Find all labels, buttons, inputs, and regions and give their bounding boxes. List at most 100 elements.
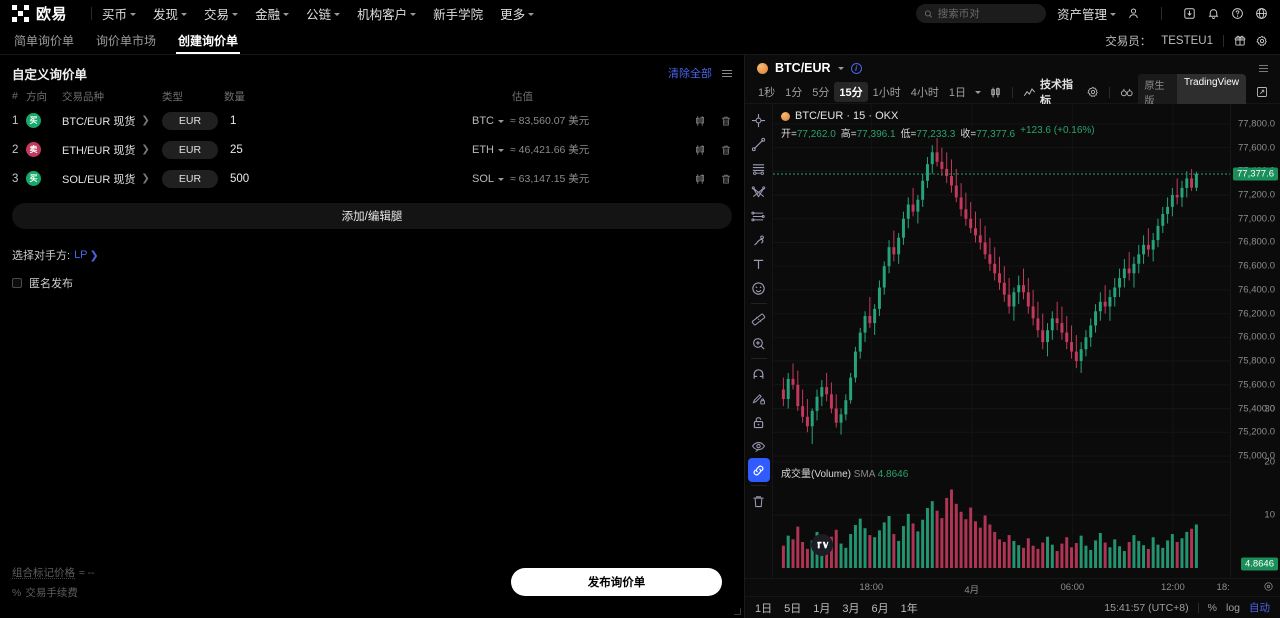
anonymous-checkbox[interactable] <box>12 278 22 288</box>
anonymous-publish-row[interactable]: 匿名发布 <box>0 263 744 291</box>
settings-icon[interactable] <box>1256 35 1268 47</box>
nav-item-finance[interactable]: 金融 <box>255 4 290 23</box>
candle-type-icon[interactable] <box>989 86 1002 99</box>
candlestick-icon[interactable] <box>694 144 706 156</box>
search-input[interactable] <box>937 7 1038 20</box>
gear-icon[interactable] <box>1086 86 1099 98</box>
timeframe-5m[interactable]: 5分 <box>812 87 830 99</box>
log-toggle[interactable]: log <box>1225 601 1240 614</box>
unit-select[interactable]: SOL <box>472 173 510 185</box>
publish-rfq-button[interactable]: 发布询价单 <box>511 568 722 596</box>
symbol-cell[interactable]: ETH/EUR 现货 ❯ <box>62 142 162 158</box>
tradingview-logo-icon[interactable] <box>811 534 833 556</box>
timeframe-1d[interactable]: 1日 <box>948 87 966 99</box>
emoji-icon[interactable] <box>748 276 770 300</box>
direction-cell[interactable]: 买 <box>26 113 62 128</box>
indicator-icon[interactable] <box>1023 86 1036 99</box>
quantity-cell[interactable]: SOL <box>218 172 510 185</box>
nav-item-academy[interactable]: 新手学院 <box>433 4 483 23</box>
time-axis[interactable]: 18:00 4月 06:00 12:00 18: <box>745 578 1280 596</box>
assets-management-menu[interactable]: 资产管理 <box>1057 4 1116 23</box>
crosshair-icon[interactable] <box>748 108 770 132</box>
delete-icon[interactable] <box>720 115 732 127</box>
nav-item-more[interactable]: 更多 <box>500 4 535 23</box>
nav-item-chain[interactable]: 公链 <box>306 4 341 23</box>
range-6m[interactable]: 6月 <box>871 602 889 615</box>
info-icon[interactable]: i <box>850 62 862 74</box>
candlestick-icon[interactable] <box>694 173 706 185</box>
range-3m[interactable]: 3月 <box>842 602 860 615</box>
bell-icon[interactable] <box>1207 7 1220 20</box>
help-icon[interactable] <box>1231 7 1244 20</box>
brand-logo[interactable]: 欧易 <box>12 3 67 24</box>
trash-icon[interactable] <box>748 489 770 513</box>
user-icon[interactable] <box>1127 7 1140 20</box>
text-icon[interactable] <box>748 252 770 276</box>
table-row[interactable]: 1 买 BTC/EUR 现货 ❯ EUR BTC ≈ 83,560.07 美元 <box>0 106 744 135</box>
nav-item-trade[interactable]: 交易 <box>204 4 239 23</box>
fullscreen-icon[interactable] <box>1256 86 1268 98</box>
indicator-label[interactable]: 技术指标 <box>1039 79 1073 107</box>
delete-icon[interactable] <box>720 144 732 156</box>
nav-item-buy-crypto[interactable]: 买币 <box>102 4 137 23</box>
link-icon[interactable] <box>747 458 770 482</box>
chevron-down-icon[interactable] <box>975 91 981 94</box>
nav-item-institutional[interactable]: 机构客户 <box>357 4 417 23</box>
range-1d[interactable]: 1日 <box>755 602 773 615</box>
type-select[interactable]: EUR <box>162 140 218 159</box>
view-mode-native[interactable]: 原生版 <box>1144 81 1165 107</box>
unit-select[interactable]: ETH <box>472 144 510 156</box>
range-1y[interactable]: 1年 <box>900 602 918 615</box>
horizontal-lines-icon[interactable] <box>748 156 770 180</box>
quantity-input[interactable] <box>230 143 430 156</box>
fib-icon[interactable] <box>748 180 770 204</box>
range-1m[interactable]: 1月 <box>813 602 831 615</box>
brush-icon[interactable] <box>748 228 770 252</box>
trendline-icon[interactable] <box>748 132 770 156</box>
pencil-lock-icon[interactable] <box>748 386 770 410</box>
direction-cell[interactable]: 买 <box>26 171 62 186</box>
clear-all-button[interactable]: 清除全部 <box>668 68 712 80</box>
timeframe-4h[interactable]: 4小时 <box>910 87 939 99</box>
eye-hide-icon[interactable] <box>748 434 770 458</box>
pitchfork-icon[interactable] <box>748 204 770 228</box>
quantity-input[interactable] <box>230 114 430 127</box>
table-row[interactable]: 2 卖 ETH/EUR 现货 ❯ EUR ETH ≈ 46,421.66 美元 <box>0 135 744 164</box>
range-5d[interactable]: 5日 <box>784 602 802 615</box>
table-row[interactable]: 3 买 SOL/EUR 现货 ❯ EUR SOL ≈ 63,147.15 美元 <box>0 164 744 193</box>
direction-cell[interactable]: 卖 <box>26 142 62 157</box>
unit-select[interactable]: BTC <box>472 115 510 127</box>
magnet-icon[interactable] <box>748 362 770 386</box>
search-box[interactable] <box>915 4 1046 23</box>
tab-rfq-market[interactable]: 询价单市场 <box>96 34 157 48</box>
type-select[interactable]: EUR <box>162 169 218 188</box>
chevron-down-icon[interactable] <box>837 67 844 70</box>
delete-icon[interactable] <box>720 173 732 185</box>
symbol-cell[interactable]: SOL/EUR 现货 ❯ <box>62 171 162 187</box>
chart-canvas[interactable]: BTC/EUR · 15 · OKX 开=77,262.0 高=77,396.1… <box>773 104 1230 578</box>
ruler-icon[interactable] <box>748 307 770 331</box>
counterparty-selector[interactable]: LP ❯ <box>74 249 99 262</box>
auto-toggle[interactable]: 自动 <box>1249 602 1270 614</box>
lock-icon[interactable] <box>748 410 770 434</box>
list-menu-icon[interactable] <box>722 69 732 77</box>
timeframe-1s[interactable]: 1秒 <box>758 87 776 99</box>
target-icon[interactable] <box>1263 581 1274 592</box>
price-axis[interactable]: 77,800.077,600.077,400.077,200.077,000.0… <box>1230 104 1280 578</box>
download-icon[interactable] <box>1183 7 1196 20</box>
tab-create-rfq[interactable]: 创建询价单 <box>176 27 241 54</box>
globe-icon[interactable] <box>1255 7 1268 20</box>
nav-item-discover[interactable]: 发现 <box>153 4 188 23</box>
chart-menu-icon[interactable] <box>1259 64 1268 72</box>
quantity-cell[interactable]: ETH <box>218 143 510 156</box>
symbol-cell[interactable]: BTC/EUR 现货 ❯ <box>62 113 162 129</box>
timeframe-15m[interactable]: 15分 <box>834 82 868 102</box>
chart-pair-name[interactable]: BTC/EUR <box>775 61 831 75</box>
percent-toggle[interactable]: % <box>1207 601 1217 614</box>
zoom-in-icon[interactable] <box>748 331 770 355</box>
panel-resize-handle[interactable] <box>733 607 741 615</box>
quantity-cell[interactable]: BTC <box>218 114 510 127</box>
gift-icon[interactable] <box>1234 35 1246 47</box>
timeframe-1m[interactable]: 1分 <box>785 87 803 99</box>
quantity-input[interactable] <box>230 172 430 185</box>
